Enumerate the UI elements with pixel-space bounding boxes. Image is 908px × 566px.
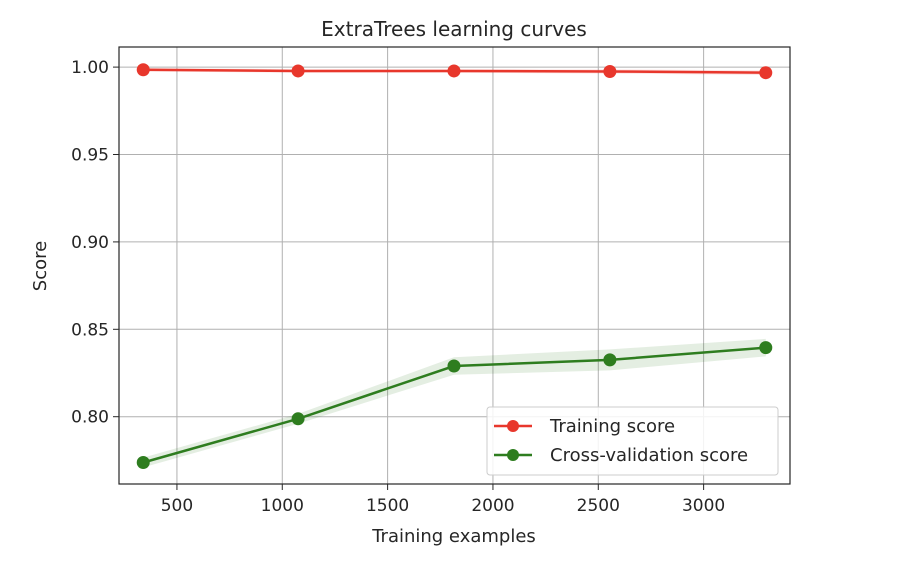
x-tick-label: 500 xyxy=(161,496,193,516)
point-cross-validation-score xyxy=(447,359,461,373)
x-tick-label: 2500 xyxy=(577,496,620,516)
point-training-score xyxy=(603,64,617,78)
series-markers xyxy=(136,63,773,469)
grid-lines xyxy=(119,47,790,484)
y-tick-label: 0.80 xyxy=(71,408,109,428)
y-tick-label: 1.00 xyxy=(71,58,109,78)
y-tick-label: 0.85 xyxy=(71,320,109,340)
x-tick-label: 2000 xyxy=(471,496,514,516)
legend-label-training: Training score xyxy=(549,416,675,437)
point-cross-validation-score xyxy=(603,353,617,367)
y-axis-label: Score xyxy=(30,241,51,291)
chart-title: ExtraTrees learning curves xyxy=(321,17,587,41)
point-cross-validation-score xyxy=(136,455,150,469)
legend-label-cross-validation: Cross-validation score xyxy=(550,445,748,466)
point-training-score xyxy=(136,63,150,77)
legend-box xyxy=(486,406,779,476)
y-tick-label: 0.90 xyxy=(71,233,109,253)
x-tick-label: 1500 xyxy=(366,496,409,516)
x-tick-label: 1000 xyxy=(261,496,304,516)
point-cross-validation-score xyxy=(759,341,773,355)
legend-marker-training xyxy=(507,420,519,432)
legend-marker-cross-validation xyxy=(507,449,519,461)
series-lines xyxy=(142,68,766,464)
x-tick-label: 3000 xyxy=(682,496,725,516)
y-axis-ticks: 0.80 0.85 0.90 0.95 1.00 xyxy=(71,58,119,428)
point-training-score xyxy=(447,64,461,78)
point-cross-validation-score xyxy=(291,412,305,426)
plot-frame xyxy=(118,46,791,485)
legend: Training score Cross-validation score xyxy=(486,406,779,476)
x-axis-label: Training examples xyxy=(371,526,536,547)
x-axis-ticks: 500 1000 1500 2000 2500 3000 xyxy=(161,484,725,516)
point-training-score xyxy=(759,66,773,80)
point-training-score xyxy=(291,64,305,78)
y-tick-label: 0.95 xyxy=(71,146,109,166)
